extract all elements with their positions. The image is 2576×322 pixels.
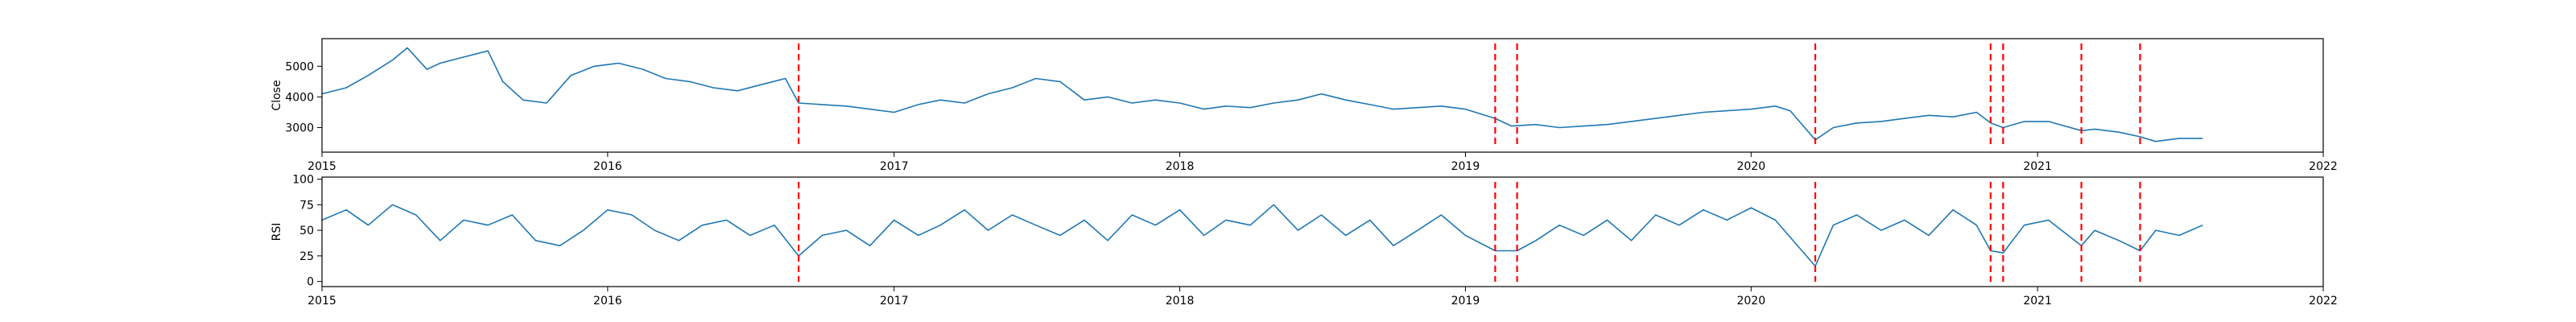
rsi-y-tick-label: 25 (299, 250, 314, 263)
close-x-tick-label: 2015 (308, 160, 336, 173)
rsi-y-tick-label: 100 (292, 174, 314, 187)
rsi-x-tick-label: 2018 (1166, 295, 1195, 308)
rsi-panel: 2015 2016 2017 2018 2019 2020 2021 2022 0 25 50 75 1… (270, 174, 2338, 308)
close-series-line (321, 47, 2203, 142)
close-x-tick-label: 2019 (1451, 160, 1480, 173)
close-x-tick-label: 2018 (1166, 160, 1195, 173)
rsi-series-line (321, 204, 2203, 267)
close-x-tick-label: 2022 (2309, 160, 2338, 173)
close-y-axis-label: Close (270, 80, 283, 110)
rsi-y-axis-label: RSI (270, 223, 283, 242)
close-y-tick-label: 4000 (285, 91, 314, 104)
close-x-tick-label: 2016 (593, 160, 622, 173)
rsi-plot-frame (321, 176, 2324, 287)
close-x-tick-label: 2020 (1736, 160, 1765, 173)
close-plot-frame (321, 38, 2324, 153)
rsi-y-tick-label: 50 (299, 225, 314, 237)
close-price-panel: 2015 2016 2017 2018 2019 2020 2021 2022 3000 4000… (270, 38, 2338, 173)
rsi-x-tick-label: 2016 (593, 295, 622, 308)
rsi-y-tick-label: 0 (307, 276, 314, 289)
rsi-x-tick-label: 2021 (2023, 295, 2052, 308)
rsi-x-tick-label: 2015 (308, 295, 336, 308)
close-x-tick-label: 2017 (880, 160, 909, 173)
rsi-y-tick-label: 75 (299, 199, 314, 212)
close-x-tick-label: 2021 (2023, 160, 2052, 173)
rsi-x-tick-label: 2020 (1736, 295, 1765, 308)
close-y-tick-label: 3000 (285, 122, 314, 135)
close-y-tick-label: 5000 (285, 60, 314, 73)
rsi-x-tick-label: 2017 (880, 295, 909, 308)
rsi-x-tick-label: 2019 (1451, 295, 1480, 308)
rsi-x-tick-label: 2022 (2309, 295, 2338, 308)
